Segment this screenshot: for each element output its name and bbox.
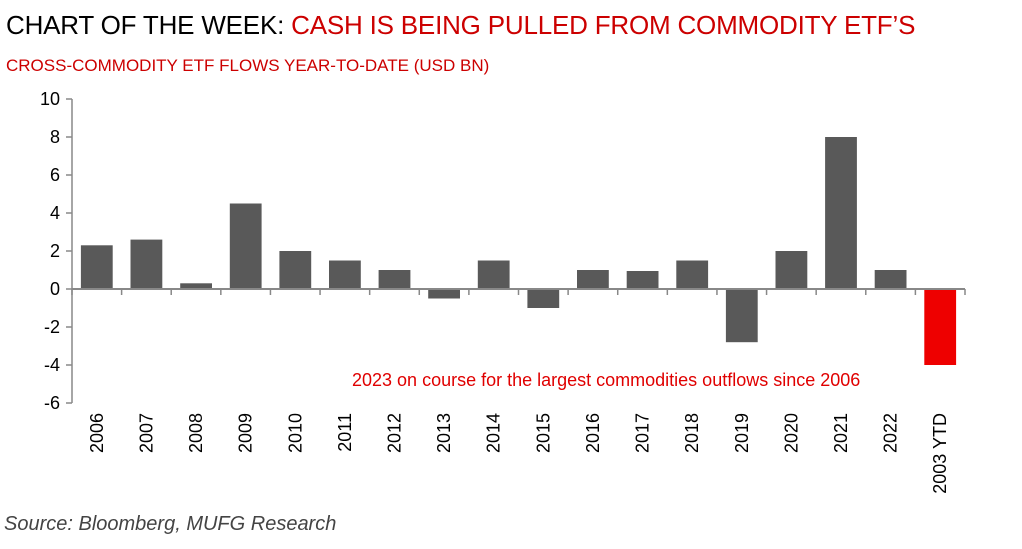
y-tick-label: -2 <box>44 317 60 337</box>
bar-2010 <box>279 251 312 289</box>
y-tick-label: 4 <box>50 203 60 223</box>
bar-2020 <box>775 251 808 289</box>
bar-2008 <box>180 283 212 289</box>
bar-2016 <box>577 270 609 289</box>
axes-layer: 10 8 6 4 2 0 -2 -4 -6 2006 2007 2008 2009 2010 2011 201… <box>40 89 966 494</box>
bar-2009 <box>229 203 262 289</box>
y-tick-label: 6 <box>50 165 60 185</box>
x-tick-label: 2017 <box>633 413 653 453</box>
x-tick-label: 2021 <box>831 413 851 453</box>
y-tick-label: 2 <box>50 241 60 261</box>
x-tick-label: 2007 <box>136 413 156 453</box>
x-tick-label: 2006 <box>87 413 107 453</box>
source-note: Source: Bloomberg, MUFG Research <box>4 513 337 535</box>
bars-layer <box>80 137 957 365</box>
x-tick-label: 2003 YTD <box>930 413 950 494</box>
bar-2007 <box>130 239 163 289</box>
y-tick-label: 10 <box>40 89 60 109</box>
bar-2022 <box>874 270 907 289</box>
x-tick-label: 2014 <box>484 413 504 453</box>
chart-title-lead: CHART OF THE WEEK: <box>6 10 292 40</box>
y-tick-label: 8 <box>50 127 60 147</box>
bar-2013 <box>428 289 460 299</box>
y-tick-label: -4 <box>44 355 60 375</box>
bar-2015 <box>527 289 560 308</box>
bar-2006 <box>80 245 113 289</box>
x-tick-label: 2008 <box>186 413 206 453</box>
chart-title: CHART OF THE WEEK: CASH IS BEING PULLED … <box>6 10 915 41</box>
x-tick-label: 2019 <box>732 413 752 453</box>
bar-2018 <box>676 260 709 289</box>
x-tick-label: 2018 <box>682 413 702 453</box>
bar-2014 <box>477 260 510 289</box>
y-tick-label: 0 <box>50 279 60 299</box>
chart-annotation: 2023 on course for the largest commoditi… <box>352 370 860 390</box>
bar-2021 <box>825 137 857 289</box>
x-tick-label: 2011 <box>335 413 355 452</box>
x-tick-label: 2016 <box>583 413 603 453</box>
bar-2003-ytd <box>924 289 957 365</box>
bar-2017 <box>626 271 659 289</box>
x-tick-label: 2012 <box>384 413 404 453</box>
x-tick-label: 2009 <box>236 413 256 453</box>
bar-2012 <box>378 270 411 289</box>
x-tick-label: 2022 <box>881 413 901 453</box>
chart-subtitle: CROSS-COMMODITY ETF FLOWS YEAR-TO-DATE (… <box>6 56 490 75</box>
bar-2011 <box>329 260 361 289</box>
x-tick-label: 2010 <box>285 413 305 453</box>
y-tick-label: -6 <box>44 393 60 413</box>
x-tick-label: 2013 <box>434 413 454 453</box>
chart-title-highlight: CASH IS BEING PULLED FROM COMMODITY ETF’… <box>291 10 916 40</box>
x-tick-label: 2015 <box>533 413 553 453</box>
bar-2019 <box>725 289 758 343</box>
x-tick-label: 2020 <box>781 413 801 453</box>
